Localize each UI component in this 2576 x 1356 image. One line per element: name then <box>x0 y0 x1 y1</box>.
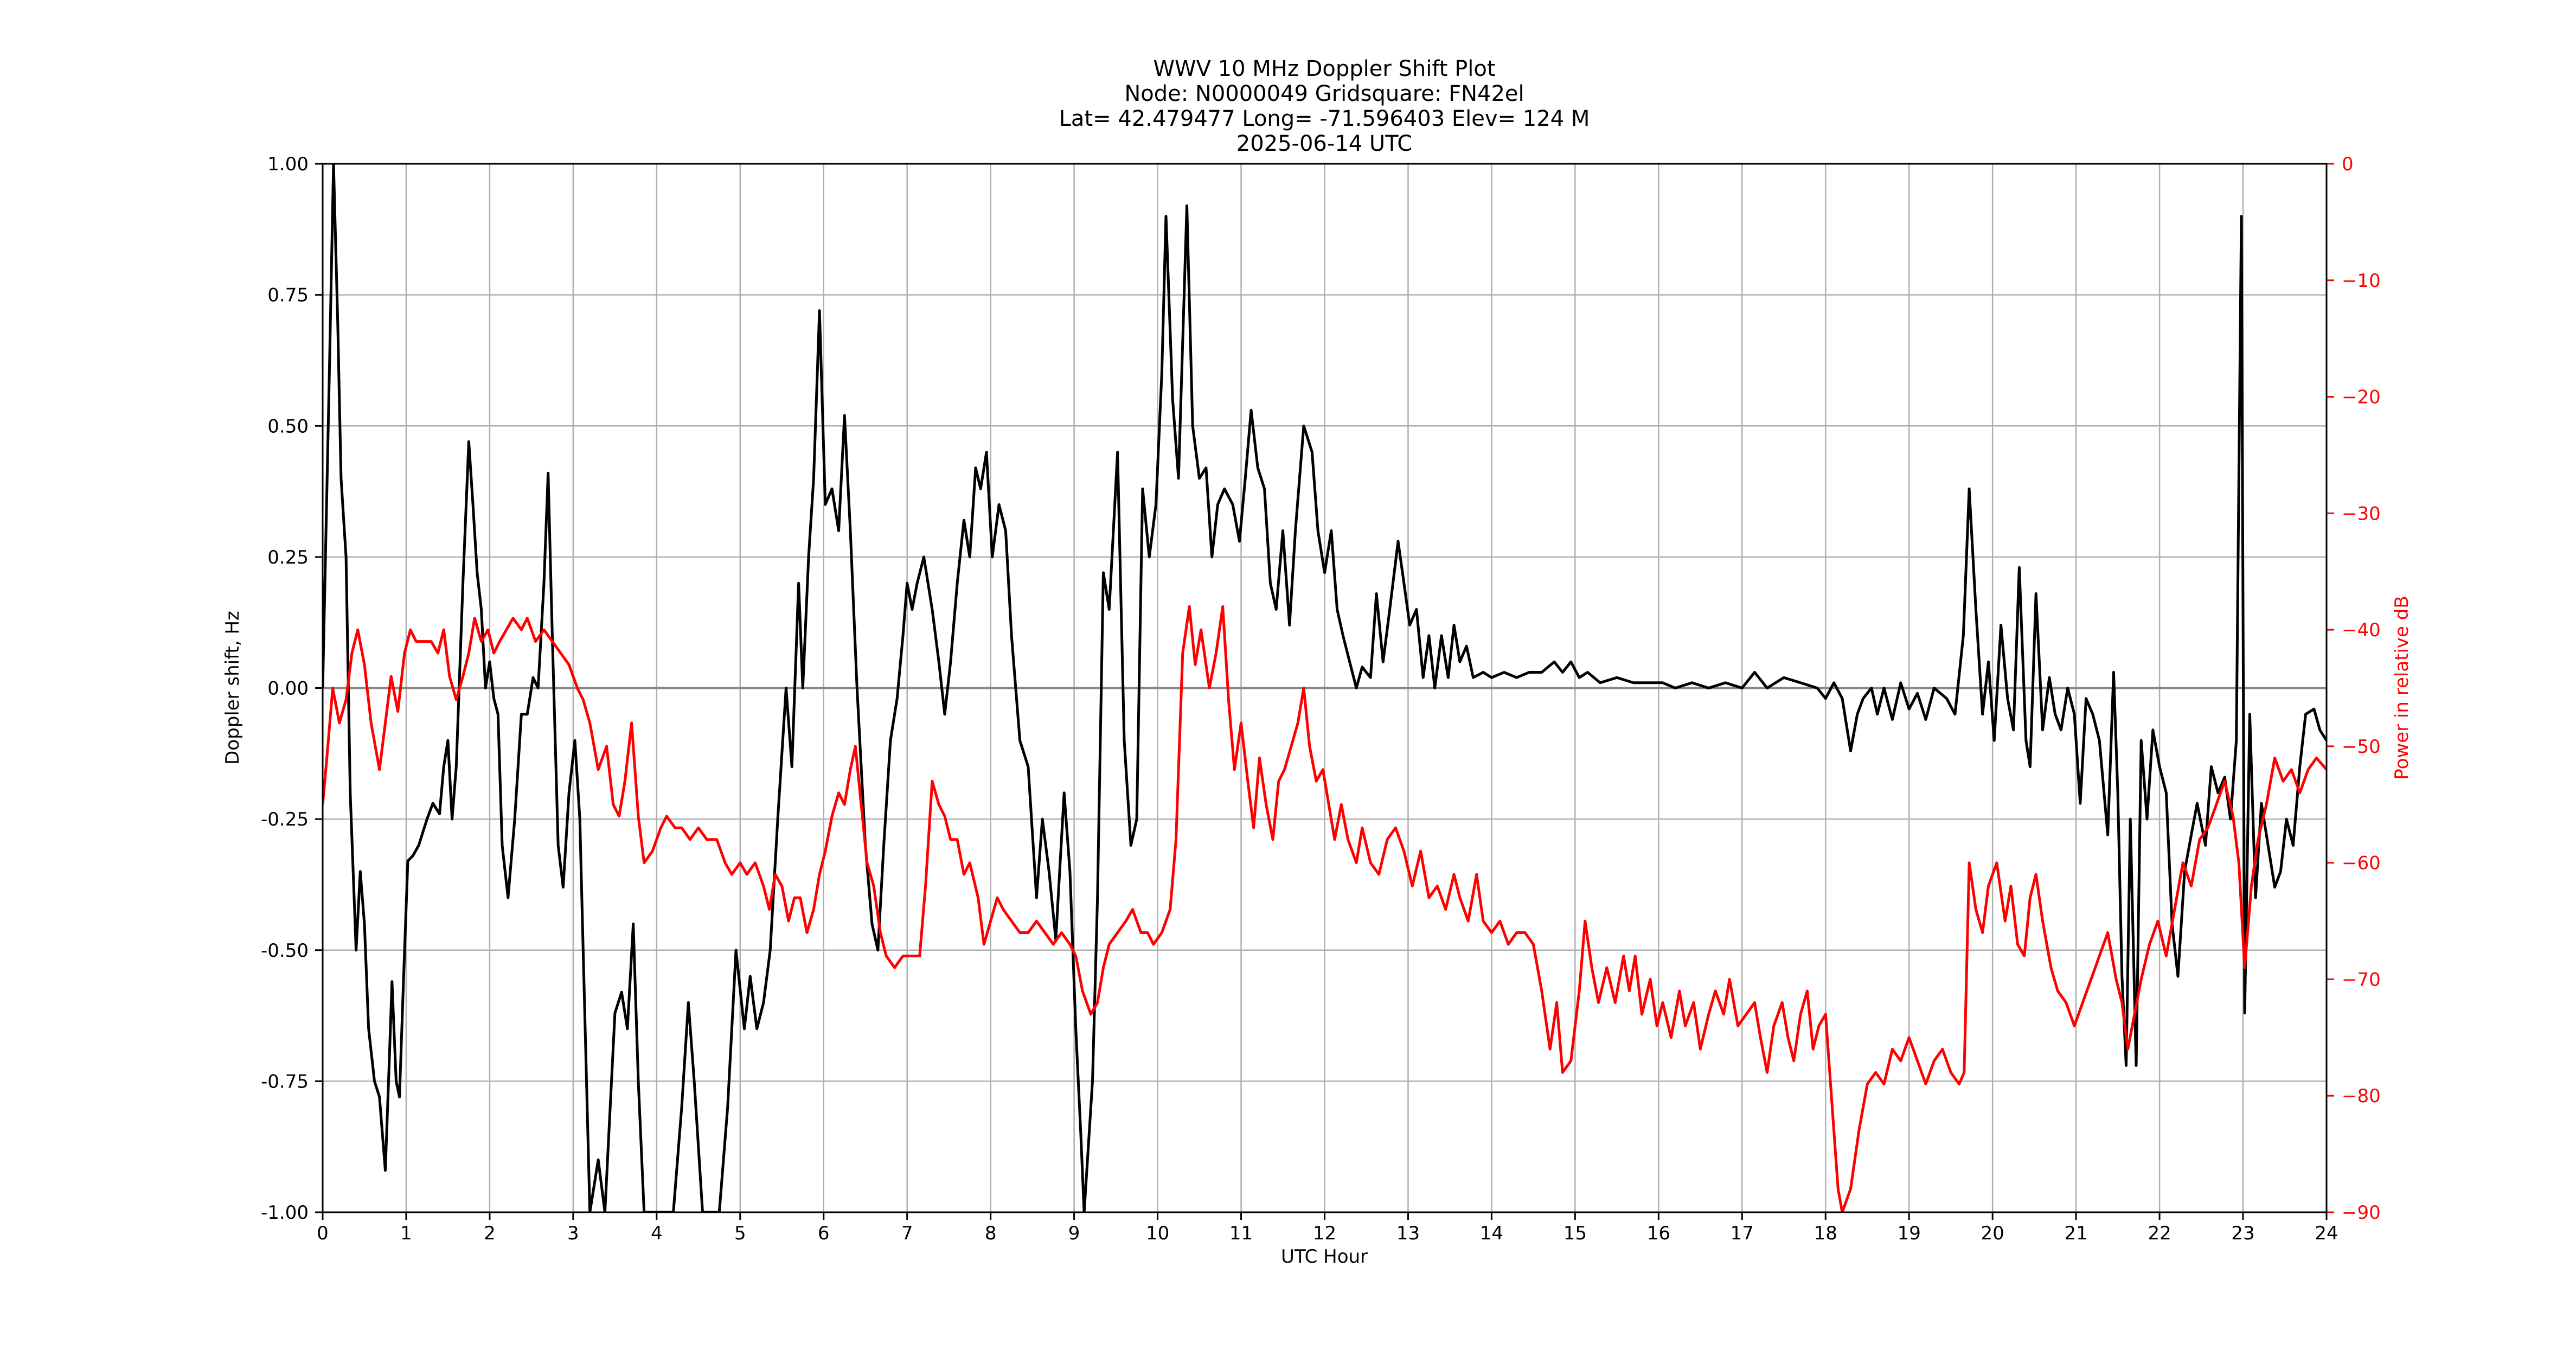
x-tick-label: 3 <box>567 1223 579 1244</box>
chart-title-line-4: 2025-06-14 UTC <box>1236 131 1412 156</box>
x-tick-label: 20 <box>1981 1223 2004 1244</box>
y-tick-label: -0.25 <box>261 809 309 830</box>
x-tick-label: 4 <box>651 1223 663 1244</box>
x-tick-label: 9 <box>1068 1223 1080 1244</box>
y-tick-label: 0.25 <box>267 547 309 568</box>
x-tick-label: 2 <box>484 1223 496 1244</box>
x-tick-label: 14 <box>1480 1223 1503 1244</box>
y-tick-label: 0.75 <box>267 285 309 306</box>
x-tick-label: 11 <box>1229 1223 1253 1244</box>
y2-tick-label: −10 <box>2342 270 2381 292</box>
x-tick-label: 6 <box>818 1223 830 1244</box>
y2-axis-label: Power in relative dB <box>2391 596 2413 779</box>
plot-frame <box>322 163 2328 1213</box>
x-tick-label: 24 <box>2315 1223 2338 1244</box>
axes: 0 1 2 3 4 5 6 7 8 9 10 11 12 13 14 15 16 17 18 19 20 21 22 23 24… <box>261 153 2381 1244</box>
y2-tick-label: −90 <box>2342 1202 2381 1224</box>
x-tick-label: 17 <box>1731 1223 1754 1244</box>
x-axis-label: UTC Hour <box>1281 1246 1368 1268</box>
y2-tick-label: −30 <box>2342 503 2381 525</box>
y-tick-label: 0.00 <box>267 678 309 700</box>
chart-title-line-3: Lat= 42.479477 Long= -71.596403 Elev= 12… <box>1059 106 1590 131</box>
y2-tick-label: −50 <box>2342 736 2381 758</box>
x-tick-label: 10 <box>1146 1223 1169 1244</box>
chart-title-line-1: WWV 10 MHz Doppler Shift Plot <box>1153 56 1495 81</box>
doppler-series-line <box>323 164 2327 1212</box>
y2-tick-label: −20 <box>2342 387 2381 408</box>
y2-tick-label: −60 <box>2342 853 2381 874</box>
y-tick-label: -1.00 <box>261 1202 309 1224</box>
y2-tick-label: −80 <box>2342 1085 2381 1107</box>
x-tick-label: 21 <box>2064 1223 2087 1244</box>
power-series-line <box>323 605 2327 1212</box>
y2-tick-label: 0 <box>2342 153 2354 175</box>
x-tick-label: 19 <box>1898 1223 1921 1244</box>
y-tick-label: -0.75 <box>261 1071 309 1092</box>
x-tick-label: 5 <box>734 1223 746 1244</box>
x-tick-label: 8 <box>985 1223 997 1244</box>
x-tick-label: 13 <box>1396 1223 1420 1244</box>
y2-tick-label: −40 <box>2342 619 2381 641</box>
x-tick-label: 1 <box>400 1223 412 1244</box>
y-tick-label: -0.50 <box>261 940 309 962</box>
x-tick-label: 16 <box>1647 1223 1670 1244</box>
x-tick-label: 7 <box>901 1223 913 1244</box>
chart-title-line-2: Node: N0000049 Gridsquare: FN42el <box>1124 81 1524 106</box>
x-tick-label: 12 <box>1313 1223 1336 1244</box>
y-tick-label: 1.00 <box>267 153 309 175</box>
series-lines <box>323 164 2327 1212</box>
x-tick-label: 0 <box>317 1223 329 1244</box>
y2-tick-label: −70 <box>2342 969 2381 990</box>
x-tick-label: 18 <box>1814 1223 1837 1244</box>
x-tick-label: 22 <box>2148 1223 2171 1244</box>
y-axis-label: Doppler shift, Hz <box>222 611 243 765</box>
y-tick-label: 0.50 <box>267 415 309 437</box>
x-tick-label: 15 <box>1563 1223 1587 1244</box>
x-tick-label: 23 <box>2231 1223 2254 1244</box>
